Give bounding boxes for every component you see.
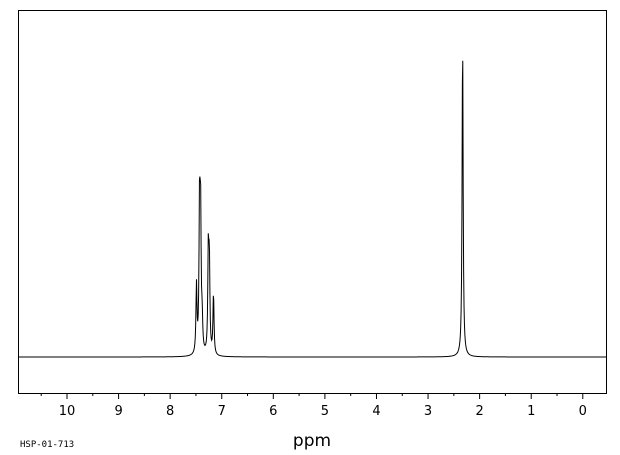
x-tick-label: 2 bbox=[475, 404, 483, 419]
x-tick-label: 1 bbox=[527, 404, 535, 419]
x-axis-label: ppm bbox=[293, 431, 331, 451]
x-axis-ticks: 10 9 8 7 6 5 4 3 2 1 0 bbox=[40, 393, 587, 419]
x-tick-label: 0 bbox=[579, 404, 587, 419]
x-tick-label: 9 bbox=[114, 404, 122, 419]
x-tick-label: 5 bbox=[321, 404, 329, 419]
sample-code: HSP-01-713 bbox=[20, 440, 74, 450]
x-tick-label: 4 bbox=[372, 404, 380, 419]
plot-frame bbox=[18, 10, 607, 394]
spectrum-trace bbox=[18, 60, 606, 358]
x-tick-label: 3 bbox=[424, 404, 432, 419]
x-tick-label: 8 bbox=[166, 404, 174, 419]
x-tick-label: 6 bbox=[269, 404, 277, 419]
x-tick-label: 10 bbox=[59, 404, 76, 419]
x-tick-label: 7 bbox=[218, 404, 226, 419]
